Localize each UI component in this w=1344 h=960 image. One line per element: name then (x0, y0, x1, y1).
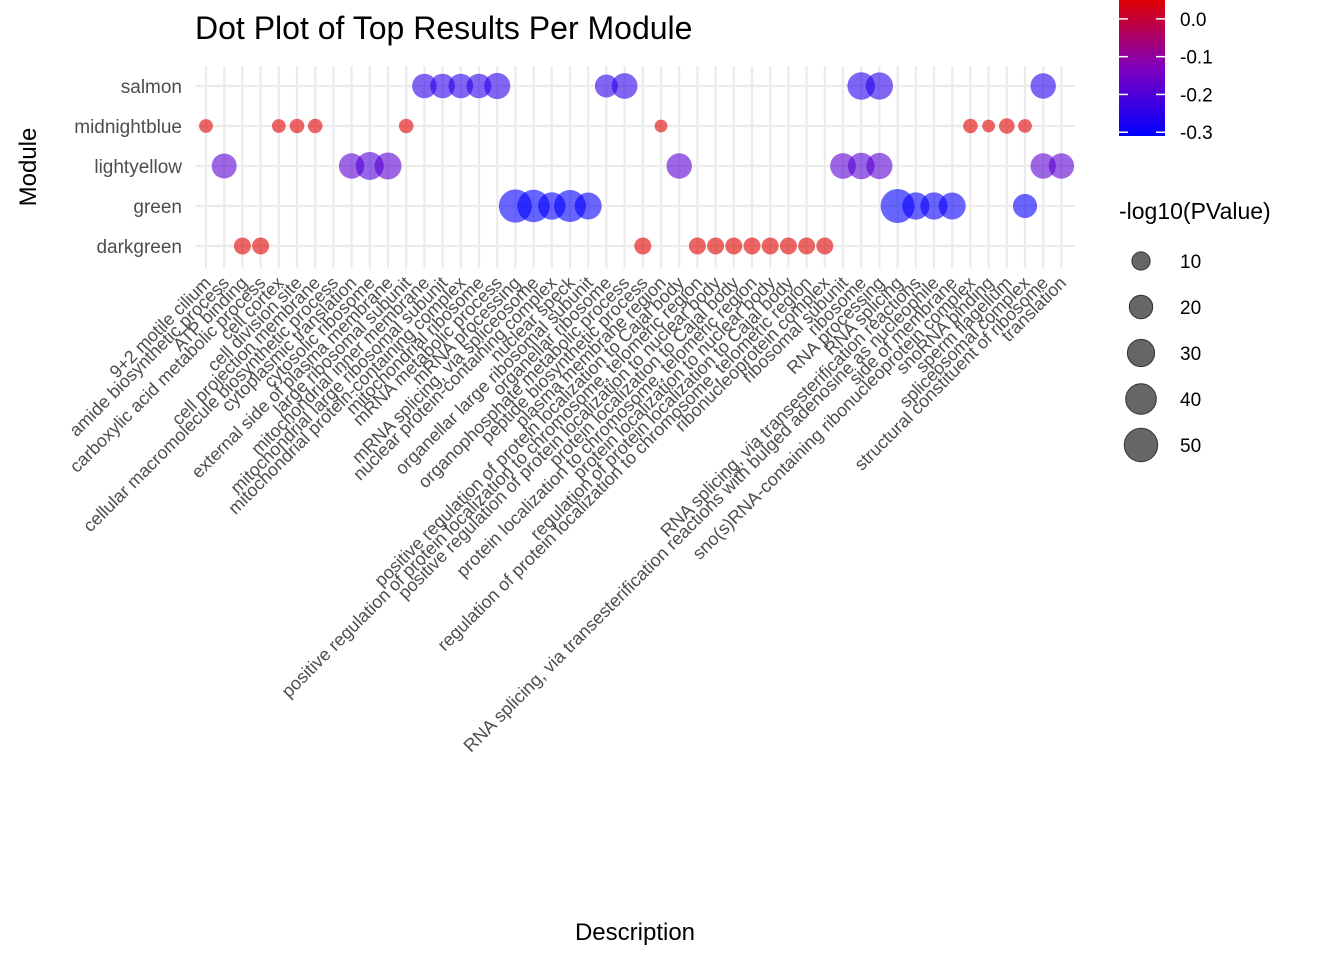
color-legend: 0.0 -0.1 -0.2 -0.3 (1119, 0, 1213, 144)
data-point (233, 237, 251, 255)
size-legend-key (1131, 251, 1151, 271)
size-legend-key (1123, 427, 1159, 463)
colorbar-tick-label: 0.0 (1180, 10, 1206, 31)
y-tick-label: salmon (121, 77, 182, 98)
data-point (1048, 153, 1075, 179)
grid (196, 66, 1075, 268)
x-axis-title: Description (575, 919, 695, 946)
size-legend-label: 40 (1180, 390, 1201, 411)
data-point (798, 237, 816, 255)
data-point (484, 72, 511, 100)
chart-title: Dot Plot of Top Results Per Module (195, 10, 692, 46)
data-point (1012, 193, 1038, 219)
y-tick-labels: darkgreen green lightyellow midnightblue sal… (74, 77, 182, 258)
size-legend-title: -log10(PValue) (1119, 198, 1271, 224)
data-point (1030, 73, 1056, 99)
colorbar-tick-label: -0.2 (1180, 85, 1213, 106)
data-point (725, 237, 743, 255)
data-point (430, 73, 455, 99)
data-point (634, 237, 652, 255)
colorbar-tick-label: -0.3 (1180, 123, 1213, 144)
data-point (448, 73, 474, 99)
points (199, 72, 1075, 255)
data-point (199, 119, 213, 133)
size-legend-label: 10 (1180, 252, 1201, 273)
colorbar (1119, 0, 1165, 136)
data-point (866, 152, 893, 180)
data-point (1030, 153, 1056, 179)
data-point (666, 153, 692, 179)
data-point (412, 73, 437, 99)
data-point (252, 237, 270, 255)
data-point (271, 119, 286, 133)
data-point (574, 192, 602, 220)
data-point (830, 153, 856, 179)
size-legend-key (1125, 383, 1157, 415)
y-tick-label: darkgreen (96, 237, 182, 258)
size-legend: -log10(PValue) 10 20 30 40 50 (1119, 198, 1271, 463)
size-legend-label: 50 (1180, 436, 1201, 457)
data-point (999, 118, 1015, 134)
y-tick-label: midnightblue (74, 117, 182, 138)
colorbar-tick-label: -0.1 (1180, 48, 1213, 69)
data-point (847, 152, 875, 180)
data-point (816, 237, 834, 255)
data-point (707, 237, 725, 255)
data-point (688, 237, 706, 255)
data-point (865, 72, 894, 100)
data-point (398, 118, 414, 134)
size-legend-label: 20 (1180, 298, 1201, 319)
data-point (761, 237, 779, 255)
size-legend-key (1128, 294, 1154, 320)
data-point (594, 74, 618, 98)
data-point (1018, 119, 1032, 133)
data-point (289, 118, 305, 134)
y-tick-label: green (133, 197, 182, 218)
data-point (611, 73, 638, 99)
data-point (982, 119, 995, 133)
size-legend-key (1126, 338, 1156, 368)
y-tick-label: lightyellow (94, 157, 182, 178)
data-point (654, 119, 668, 133)
y-axis-title: Module (15, 128, 42, 207)
data-point (938, 192, 966, 220)
data-point (779, 237, 797, 255)
data-point (307, 118, 323, 134)
data-point (743, 237, 761, 255)
data-point (466, 73, 492, 99)
size-legend-label: 30 (1180, 344, 1201, 365)
data-point (963, 118, 978, 134)
data-point (374, 152, 402, 180)
data-point (211, 153, 237, 179)
